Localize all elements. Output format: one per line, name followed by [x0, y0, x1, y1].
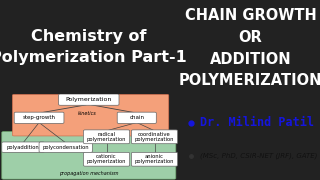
FancyBboxPatch shape	[84, 152, 130, 166]
FancyBboxPatch shape	[14, 112, 64, 123]
Text: step-growth: step-growth	[23, 115, 56, 120]
FancyBboxPatch shape	[39, 142, 92, 152]
FancyBboxPatch shape	[59, 94, 119, 105]
Text: kinetics: kinetics	[78, 111, 96, 116]
FancyBboxPatch shape	[2, 142, 44, 152]
FancyBboxPatch shape	[132, 130, 178, 144]
Text: chain: chain	[129, 115, 144, 120]
Text: Chemistry of
Polymerization Part-1: Chemistry of Polymerization Part-1	[0, 29, 187, 65]
FancyBboxPatch shape	[12, 94, 169, 136]
Text: (MSc, PhD, CSIR-NET (JRF), GATE): (MSc, PhD, CSIR-NET (JRF), GATE)	[200, 153, 318, 159]
Text: propagation mechanism: propagation mechanism	[59, 172, 118, 176]
FancyBboxPatch shape	[2, 132, 176, 179]
Text: Dr. Milind Patil: Dr. Milind Patil	[200, 116, 314, 129]
FancyBboxPatch shape	[117, 112, 156, 123]
Text: coordinative
polymerization: coordinative polymerization	[135, 132, 174, 142]
Text: cationic
polymerization: cationic polymerization	[87, 154, 126, 165]
Text: polyaddition: polyaddition	[7, 145, 39, 150]
Text: CHAIN GROWTH
OR
ADDITION
POLYMERIZATION: CHAIN GROWTH OR ADDITION POLYMERIZATION	[179, 8, 320, 88]
Text: anionic
polymerization: anionic polymerization	[135, 154, 174, 165]
Text: Polymerization: Polymerization	[66, 97, 112, 102]
Text: radical
polymerization: radical polymerization	[87, 132, 126, 142]
FancyBboxPatch shape	[132, 152, 178, 166]
Text: polycondensation: polycondensation	[42, 145, 89, 150]
FancyBboxPatch shape	[84, 130, 130, 144]
